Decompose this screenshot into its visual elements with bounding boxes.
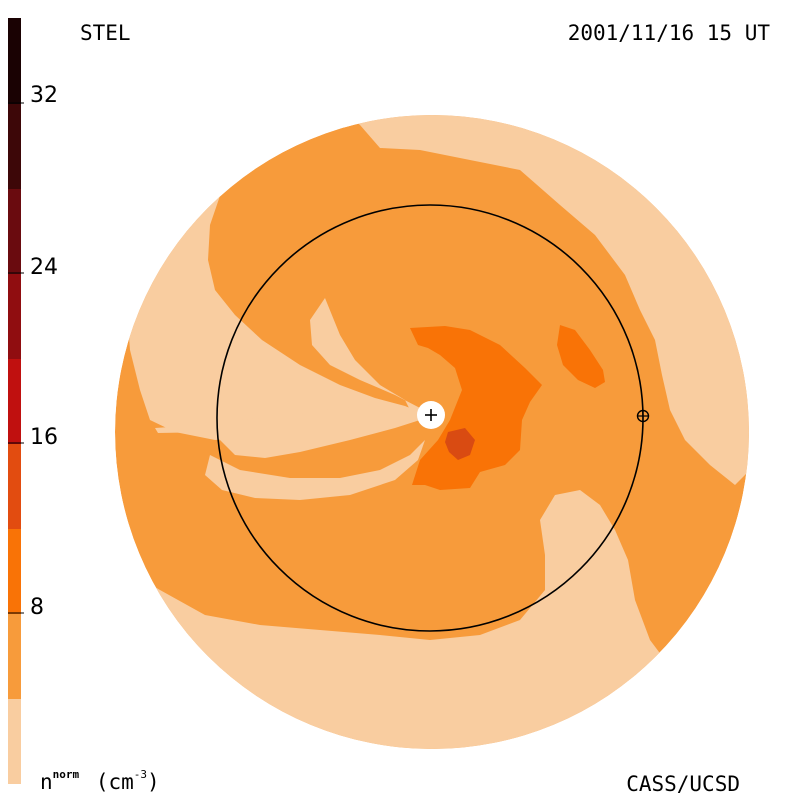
unit-close: ) (147, 770, 160, 794)
colorbar-segment-0 (8, 698, 21, 784)
colorbar-label-8: 8 (30, 595, 44, 620)
density-enhancement-core (410, 326, 542, 490)
colorbar-segment-1 (8, 613, 21, 699)
density-low-region-wedge (215, 298, 420, 458)
density-enhancement-blob (557, 325, 605, 388)
density-low-region-lower (115, 490, 749, 749)
observatory-label: STEL (80, 21, 131, 45)
unit-paren: (cm (95, 770, 134, 794)
credit-label: CASS/UCSD (626, 772, 740, 796)
colorbar-segment-3 (8, 443, 21, 529)
colorbar-segment-4 (8, 358, 21, 444)
density-peak-spot (445, 428, 475, 460)
colorbar: 32 24 16 8 (8, 18, 58, 784)
colorbar-segment-2 (8, 528, 21, 614)
earth-marker (636, 409, 650, 423)
colorbar-label-32: 32 (30, 83, 58, 108)
unit-label: nnorm (cm-3) (40, 768, 160, 794)
unit-superscript: norm (52, 768, 80, 781)
colorbar-segment-8 (8, 18, 21, 104)
unit-exponent: -3 (133, 768, 147, 781)
colorbar-label-16: 16 (30, 425, 58, 450)
sun-marker (417, 401, 445, 429)
datetime-label: 2001/11/16 15 UT (567, 21, 770, 45)
colorbar-label-24: 24 (30, 255, 58, 280)
colorbar-segment-5 (8, 273, 21, 359)
density-disk (115, 115, 749, 749)
colorbar-segment-6 (8, 188, 21, 274)
unit-base: n (40, 770, 53, 794)
density-low-region-middle (205, 440, 425, 500)
colorbar-segment-7 (8, 103, 21, 189)
